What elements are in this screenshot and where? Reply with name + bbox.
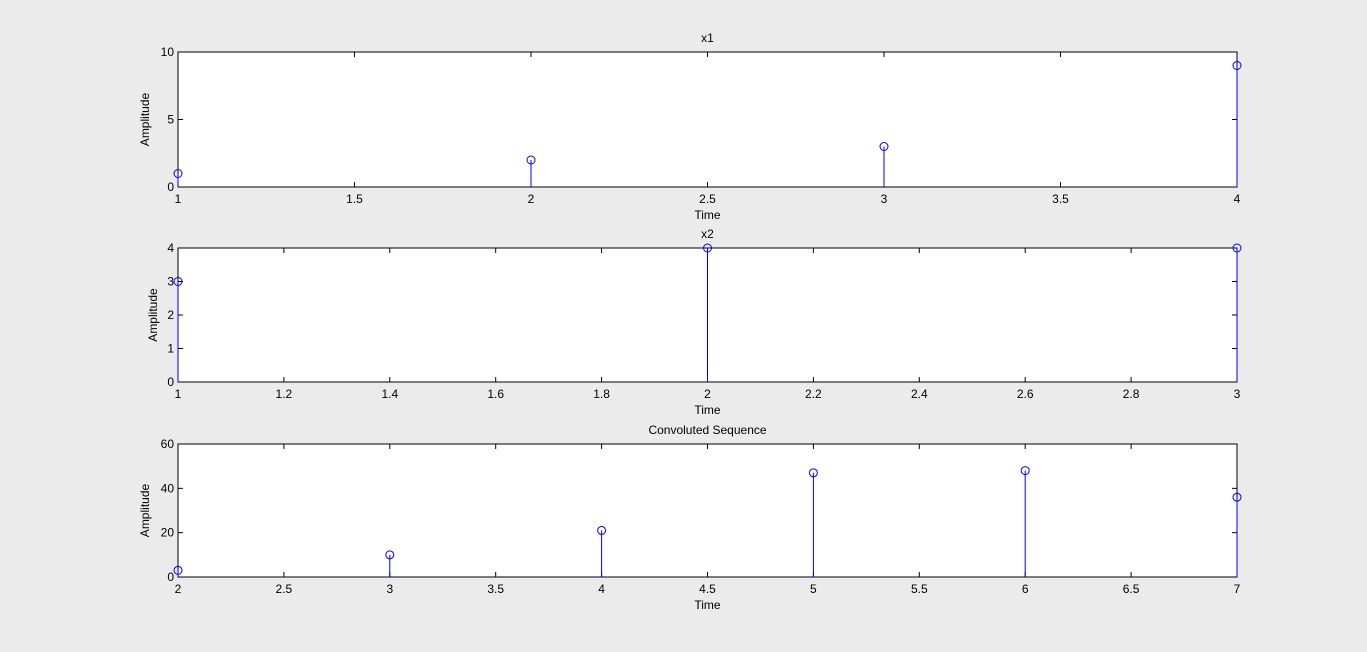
x-tick-label: 2.4: [911, 387, 928, 401]
y-tick-label: 4: [167, 241, 174, 255]
x-tick-label: 4.5: [699, 582, 716, 596]
stem-marker: [173, 565, 183, 575]
y-tick-label: 20: [161, 526, 175, 540]
x-tick-label: 1.8: [593, 387, 610, 401]
stem-marker: [173, 277, 183, 286]
y-tick-label: 40: [161, 481, 175, 495]
x-tick-label: 3.5: [1052, 192, 1069, 206]
y-tick-label: 0: [167, 375, 174, 389]
x-tick-label: 1.5: [346, 192, 363, 206]
x-tick-label: 3: [1234, 387, 1241, 401]
axes-box: [177, 51, 1238, 188]
chart-title: Convoluted Sequence: [648, 423, 766, 437]
stem-marker: [1232, 243, 1242, 253]
x-tick-label: 2: [528, 192, 535, 206]
x-tick-label: 2: [175, 582, 182, 596]
subplot-3: 2 2.5 3 3.5 4 4.5 5 5.5 6 6.5 7 0 20 40 60 Convoluted S…: [138, 423, 1242, 612]
stem-marker: [597, 525, 607, 535]
x-tick-label: 3.5: [487, 582, 504, 596]
x-tick-label: 4: [1234, 192, 1241, 206]
y-axis-label: Amplitude: [138, 93, 152, 147]
stem-marker: [703, 243, 712, 253]
chart-title: x1: [701, 31, 714, 45]
stem-marker: [173, 169, 183, 178]
stem-marker: [1020, 466, 1030, 476]
x-tick-label: 6.5: [1123, 582, 1140, 596]
chart-title: x2: [701, 227, 714, 241]
x-tick-label: 2.5: [276, 582, 293, 596]
x-tick-label: 1.4: [381, 387, 398, 401]
x-tick-label: 2.8: [1123, 387, 1140, 401]
x-tick-label: 5.5: [911, 582, 928, 596]
y-axis-label: Amplitude: [146, 288, 160, 342]
stem-marker: [1232, 61, 1242, 70]
x-axis-label: Time: [694, 403, 721, 417]
axes-box: [177, 443, 1238, 578]
y-tick-label: 60: [161, 437, 175, 451]
y-tick-label: 3: [167, 275, 174, 289]
x-tick-label: 1.2: [276, 387, 293, 401]
stem-marker: [385, 550, 395, 560]
y-tick-label: 5: [167, 113, 174, 127]
x-tick-label: 2.2: [805, 387, 822, 401]
x-tick-label: 1: [175, 192, 182, 206]
x-tick-label: 1: [175, 387, 182, 401]
x-tick-label: 5: [810, 582, 817, 596]
x-tick-label: 2.5: [699, 192, 716, 206]
y-tick-label: 2: [167, 308, 174, 322]
x-tick-label: 4: [598, 582, 605, 596]
stem-marker: [808, 468, 818, 478]
x-tick-label: 1.6: [487, 387, 504, 401]
y-tick-label: 0: [167, 570, 174, 584]
y-tick-label: 10: [161, 45, 175, 59]
x-tick-label: 2.6: [1017, 387, 1034, 401]
y-tick-label: 1: [167, 342, 174, 356]
stem-marker: [879, 142, 889, 151]
stem-marker: [526, 155, 536, 165]
y-axis-label: Amplitude: [138, 484, 152, 538]
x-axis-label: Time: [694, 598, 721, 612]
x-axis-label: Time: [694, 208, 721, 222]
stem-marker: [1232, 492, 1242, 502]
subplot-2: 1 1.2 1.4 1.6 1.8 2 2.2 2.4 2.6 2.8 301234x2TimeAm…: [146, 227, 1242, 417]
y-tick-label: 0: [167, 180, 174, 194]
subplot-1: 1 1.5 2 2.5 3 3.5 4 0 5 10 x1 Time Amplitude: [138, 31, 1242, 222]
x-tick-label: 7: [1234, 582, 1241, 596]
x-tick-label: 3: [881, 192, 888, 206]
x-tick-label: 6: [1022, 582, 1029, 596]
x-tick-label: 3: [386, 582, 393, 596]
x-tick-label: 2: [704, 387, 711, 401]
